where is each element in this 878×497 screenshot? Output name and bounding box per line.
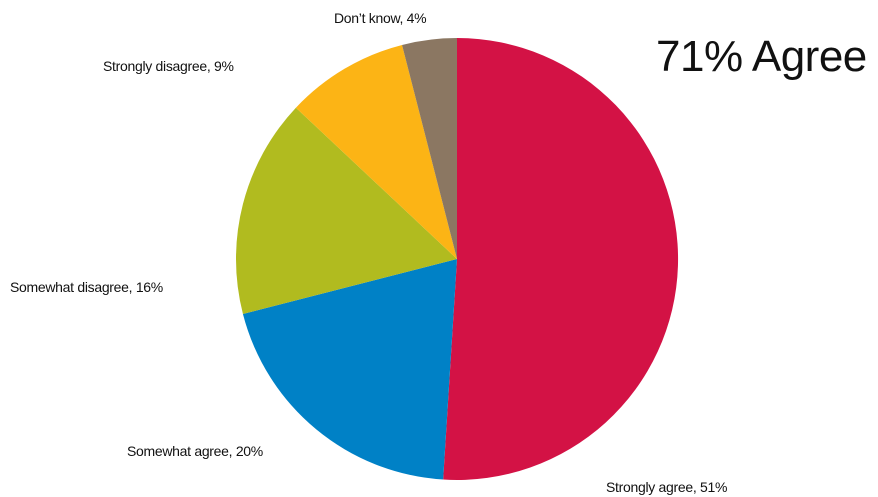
pie-slice-somewhat-agree: [242, 259, 457, 480]
headline-agree-total: 71% Agree: [656, 32, 867, 81]
pie-label-somewhat-disagree: Somewhat disagree, 16%: [10, 279, 163, 295]
pie-label-don-t-know: Don’t know, 4%: [334, 10, 426, 26]
pie-slices: [235, 37, 679, 480]
pie-label-strongly-agree: Strongly agree, 51%: [606, 479, 727, 495]
pie-slice-strongly-agree: [443, 37, 679, 480]
pie-slice-don-t-know: [402, 38, 457, 259]
pie-label-strongly-disagree: Strongly disagree, 9%: [103, 58, 234, 74]
pie-slice-somewhat-disagree: [235, 107, 457, 314]
pie-label-somewhat-agree: Somewhat agree, 20%: [127, 443, 263, 459]
pie-slice-strongly-disagree: [295, 44, 457, 259]
pie-labels: Strongly agree, 51% Somewhat agree, 20% So…: [10, 10, 727, 495]
